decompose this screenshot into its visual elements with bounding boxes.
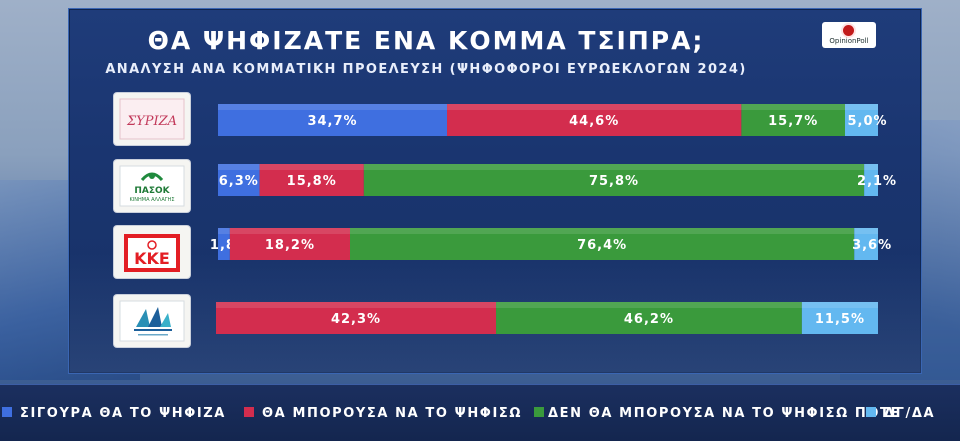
legend: ΣΙΓΟΥΡΑ ΘΑ ΤΟ ΨΗΦΙΖΑ ΘΑ ΜΠΟΡΟΥΣΑ ΝΑ ΤΟ Ψ…: [0, 406, 960, 436]
bar-label-never-0: 15,7%: [768, 114, 818, 129]
bar-label-never-3: 46,2%: [624, 312, 674, 327]
bar-label-never-2: 76,4%: [577, 238, 627, 253]
legend-item-sure: ΣΙΓΟΥΡΑ ΘΑ ΤΟ ΨΗΦΙΖΑ: [2, 406, 226, 421]
bar-could-3: [216, 302, 497, 334]
bar-dk-0: [845, 104, 878, 136]
bar-label-dk-3: 11,5%: [815, 312, 865, 327]
legend-item-never: ΔΕΝ ΘΑ ΜΠΟΡΟΥΣΑ ΝΑ ΤΟ ΨΗΦΙΣΩ ΠΟΤΕ: [534, 406, 901, 421]
bar-could-0: [447, 104, 742, 136]
bar-label-could-1: 15,8%: [287, 174, 337, 189]
bar-never-2: [350, 228, 855, 260]
brand-logo: OpinionPoll: [822, 22, 876, 48]
bar-highlight-could-1: [259, 164, 364, 170]
legend-bar: [0, 384, 960, 441]
bar-label-dk-0: 5,0%: [847, 114, 887, 129]
bar-could-2: [229, 228, 350, 260]
bar-dk-2: [854, 228, 878, 260]
legend-swatch-never: [534, 407, 544, 417]
legend-swatch-could: [244, 407, 254, 417]
bar-highlight-dk-2: [854, 228, 878, 234]
bar-sure-2: [218, 228, 230, 260]
chart-title: ΘΑ ΨΗΦΙΖΑΤΕ ΕΝΑ ΚΟΜΜΑ ΤΣΙΠΡΑ;: [147, 26, 705, 55]
svg-text:ΣΥΡΙΖΑ: ΣΥΡΙΖΑ: [126, 114, 177, 129]
chart-subtitle: ΑΝΑΛΥΣΗ ΑΝΑ ΚΟΜΜΑΤΙΚΗ ΠΡΟΕΛΕΥΣΗ (ΨΗΦΟΦΟΡ…: [105, 62, 747, 77]
bar-label-dk-2: 3,6%: [852, 238, 892, 253]
bar-highlight-never-3: [496, 302, 802, 308]
svg-text:ΚΙΝΗΜΑ ΑΛΛΑΓΗΣ: ΚΙΝΗΜΑ ΑΛΛΑΓΗΣ: [130, 197, 175, 203]
brand-logo-icon: [843, 25, 854, 36]
bar-never-0: [741, 104, 845, 136]
bar-highlight-dk-0: [845, 104, 878, 110]
bar-could-1: [259, 164, 364, 196]
svg-text:ΠΑΣΟΚ: ΠΑΣΟΚ: [134, 186, 170, 196]
bar-never-1: [363, 164, 865, 196]
bar-highlight-could-0: [447, 104, 742, 110]
bar-highlight-sure-1: [218, 164, 260, 170]
bar-label-never-1: 75,8%: [589, 174, 639, 189]
legend-label-sure: ΣΙΓΟΥΡΑ ΘΑ ΤΟ ΨΗΦΙΖΑ: [20, 406, 226, 421]
syriza-logo-icon: ΣΥΡΙΖΑ: [119, 98, 185, 140]
bar-label-sure-0: 34,7%: [307, 114, 357, 129]
brand-logo-text: OpinionPoll: [829, 37, 869, 45]
bar-highlight-never-2: [350, 228, 855, 234]
bar-label-could-3: 42,3%: [331, 312, 381, 327]
bar-highlight-dk-3: [801, 302, 878, 308]
bar-label-sure-1: 6,3%: [219, 174, 259, 189]
bar-sure-1: [218, 164, 260, 196]
svg-text:ΚΚΕ: ΚΚΕ: [134, 249, 170, 268]
legend-swatch-sure: [2, 407, 12, 417]
bar-label-dk-1: 2,1%: [857, 174, 897, 189]
bar-highlight-sure-2: [218, 228, 230, 234]
bar-dk-1: [864, 164, 878, 196]
bar-highlight-never-1: [363, 164, 865, 170]
bar-never-3: [496, 302, 802, 334]
legend-swatch-dk: [866, 407, 876, 417]
legend-label-could: ΘΑ ΜΠΟΡΟΥΣΑ ΝΑ ΤΟ ΨΗΦΙΣΩ: [262, 406, 523, 421]
pasok-logo-icon: ΠΑΣΟΚ ΚΙΝΗΜΑ ΑΛΛΑΓΗΣ: [119, 165, 185, 207]
bar-sure-0: [218, 104, 448, 136]
legend-label-never: ΔΕΝ ΘΑ ΜΠΟΡΟΥΣΑ ΝΑ ΤΟ ΨΗΦΙΣΩ ΠΟΤΕ: [548, 406, 901, 421]
legend-label-dk: ΔΓ/ΔΑ: [884, 406, 936, 421]
pasok-logo: ΠΑΣΟΚ ΚΙΝΗΜΑ ΑΛΛΑΓΗΣ: [114, 160, 190, 212]
bar-highlight-could-3: [216, 302, 497, 308]
bar-highlight-sure-0: [218, 104, 448, 110]
bars-group: 34,7%44,6%15,7%5,0%6,3%15,8%75,8%2,1%1,8…: [210, 104, 897, 334]
bar-highlight-could-2: [229, 228, 350, 234]
nea-aristera-logo: [114, 295, 190, 347]
bar-highlight-never-0: [741, 104, 845, 110]
legend-item-could: ΘΑ ΜΠΟΡΟΥΣΑ ΝΑ ΤΟ ΨΗΦΙΣΩ: [244, 406, 522, 421]
bar-dk-3: [801, 302, 878, 334]
nea-aristera-logo-icon: [119, 300, 185, 342]
kke-logo-icon: ΚΚΕ: [124, 234, 180, 272]
legend-item-dk: ΔΓ/ΔΑ: [866, 406, 935, 421]
bar-label-could-2: 18,2%: [265, 238, 315, 253]
bar-label-could-0: 44,6%: [569, 114, 619, 129]
bar-highlight-dk-1: [864, 164, 878, 170]
syriza-logo: ΣΥΡΙΖΑ: [114, 93, 190, 145]
kke-logo: ΚΚΕ: [114, 226, 190, 278]
